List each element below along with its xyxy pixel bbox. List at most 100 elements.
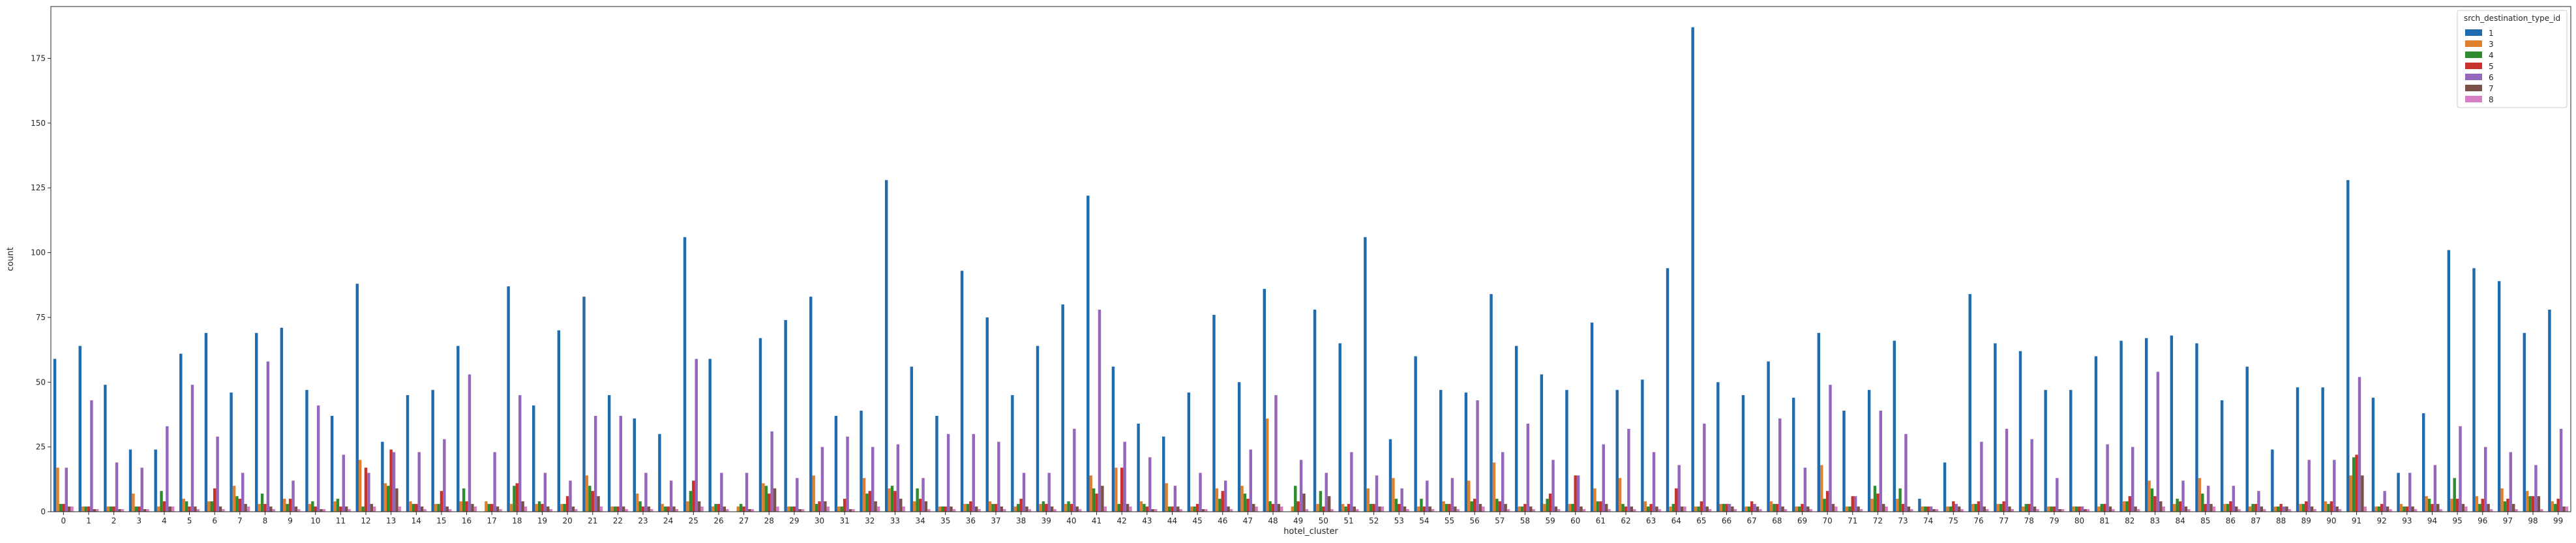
x-tick-label: 41 <box>1092 516 1101 525</box>
bar <box>2380 504 2384 512</box>
bar <box>1543 504 1546 512</box>
bar <box>518 395 522 512</box>
bar <box>1825 491 1829 512</box>
bar <box>921 478 925 512</box>
bar <box>714 504 717 512</box>
bar <box>1195 504 1199 512</box>
bar <box>1215 488 1219 512</box>
x-tick-label: 66 <box>1722 516 1731 525</box>
bar <box>1028 509 1032 512</box>
bar <box>182 499 185 512</box>
bar <box>1823 499 1826 512</box>
bar <box>1366 488 1370 512</box>
bar <box>2414 509 2418 512</box>
bar <box>490 504 494 512</box>
bar <box>1870 499 1874 512</box>
bar <box>1011 395 1014 512</box>
bar <box>398 506 402 512</box>
x-tick-label: 17 <box>487 516 497 525</box>
bar <box>524 506 528 512</box>
x-tick-label: 49 <box>1293 516 1303 525</box>
bar <box>254 332 258 512</box>
bar <box>541 504 544 512</box>
bar <box>2201 493 2204 512</box>
bar <box>661 504 665 512</box>
bar <box>1218 499 1221 512</box>
x-tick-label: 24 <box>663 516 673 525</box>
x-tick-label: 52 <box>1369 516 1379 525</box>
bar <box>2455 499 2459 512</box>
bar <box>485 501 488 512</box>
bar <box>67 506 71 512</box>
bar <box>1103 506 1107 512</box>
bar <box>1171 506 1174 512</box>
bar <box>2282 506 2286 512</box>
bar <box>2497 281 2501 512</box>
bar <box>104 385 107 512</box>
bar <box>1003 509 1006 512</box>
bar <box>308 504 312 512</box>
bar <box>2112 509 2115 512</box>
bar <box>1882 504 1885 512</box>
bar <box>1719 504 1722 512</box>
bar <box>179 353 183 512</box>
x-tick-label: 70 <box>1822 516 1832 525</box>
bar <box>168 506 172 512</box>
x-tick-label: 19 <box>537 516 547 525</box>
bar <box>946 433 950 512</box>
bar <box>2223 504 2226 512</box>
bar <box>1548 493 1552 512</box>
bar <box>2030 439 2033 512</box>
bar <box>2285 506 2288 512</box>
bar <box>1733 509 1737 512</box>
legend-label: 5 <box>2489 62 2494 71</box>
bar <box>2187 509 2191 512</box>
x-tick-label: 86 <box>2226 516 2236 525</box>
bar <box>1731 506 1734 512</box>
bar <box>2562 506 2566 512</box>
bar <box>2399 504 2403 512</box>
bar <box>1445 504 1448 512</box>
bar <box>641 506 645 512</box>
bar <box>846 436 849 512</box>
legend-label: 4 <box>2489 51 2494 60</box>
legend-swatch <box>2465 63 2482 69</box>
bar <box>1725 504 1728 512</box>
bar <box>549 509 552 512</box>
bar <box>1867 390 1871 512</box>
bar <box>547 506 550 512</box>
bar <box>459 501 462 512</box>
bar <box>1669 506 1672 512</box>
bar <box>1420 499 1423 512</box>
bar <box>876 506 880 512</box>
bar <box>283 499 286 512</box>
bar <box>2100 504 2103 512</box>
bar <box>521 501 524 512</box>
bar <box>1781 506 1784 512</box>
bar <box>2170 335 2174 512</box>
bar <box>1356 509 1359 512</box>
bar <box>669 480 673 512</box>
bar <box>238 499 242 512</box>
bar <box>963 504 966 512</box>
bar <box>395 488 398 512</box>
bar <box>2489 509 2493 512</box>
bar <box>1187 392 1191 512</box>
bar <box>2559 428 2563 512</box>
bar <box>607 395 611 512</box>
x-tick-label: 0 <box>61 516 66 525</box>
bar <box>1649 504 1653 512</box>
bar <box>2296 387 2299 512</box>
bar <box>1126 504 1130 512</box>
x-tick-label: 20 <box>562 516 572 525</box>
bar <box>316 405 320 512</box>
bar <box>1139 501 1143 512</box>
bar <box>2403 506 2406 512</box>
bar <box>2299 504 2302 512</box>
bar <box>1671 504 1675 512</box>
x-tick-label: 25 <box>689 516 698 525</box>
bar <box>272 509 275 512</box>
bar <box>2389 509 2392 512</box>
bar <box>1943 462 1947 512</box>
bar <box>865 493 869 512</box>
